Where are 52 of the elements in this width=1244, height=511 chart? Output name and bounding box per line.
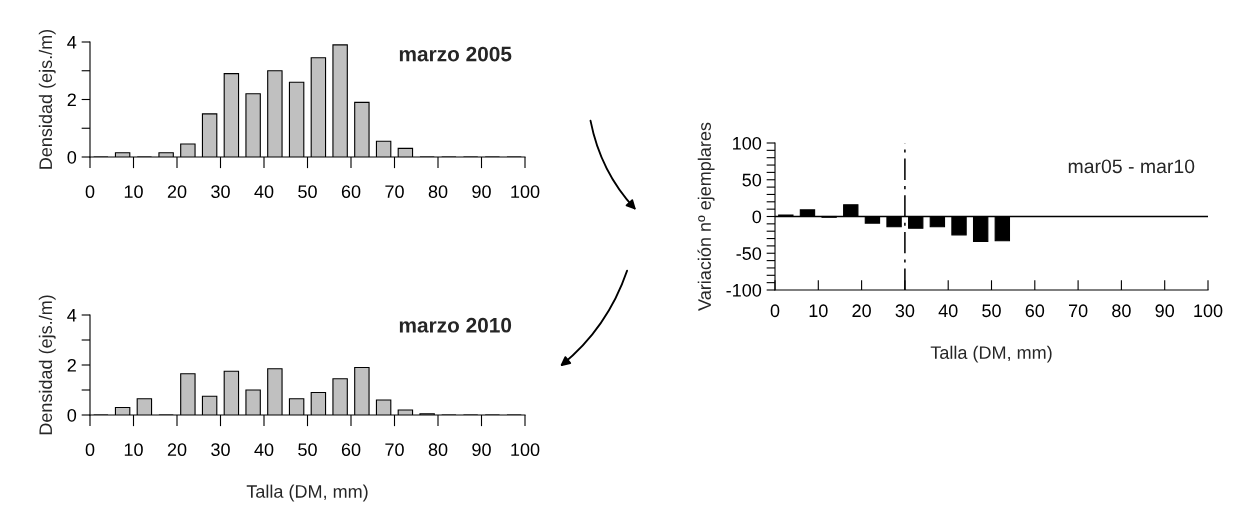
y-tick-label: 4 xyxy=(67,309,77,322)
x-tick-label: 10 xyxy=(809,304,828,318)
y-tick-label: 0 xyxy=(67,408,77,422)
x-tick-label: 20 xyxy=(167,185,187,199)
x-tick-label: 20 xyxy=(852,304,871,318)
x-tick-label: 0 xyxy=(770,304,780,318)
x-tick-label: 100 xyxy=(511,185,540,199)
x-tick-label: 80 xyxy=(428,443,448,457)
x-tick-label: 40 xyxy=(254,185,274,199)
x-tick-label: 10 xyxy=(124,443,143,457)
x-tick-label: 100 xyxy=(1194,304,1223,318)
y-axis-title: Variación nº ejemplares xyxy=(697,122,715,311)
y-tick-label: 100 xyxy=(733,136,762,150)
annotation: mar05 - mar10 xyxy=(1068,159,1195,174)
x-tick-label: 70 xyxy=(385,443,404,457)
y-tick-label: -50 xyxy=(736,247,762,260)
x-tick-label: 0 xyxy=(85,443,95,457)
y-tick-label: -100 xyxy=(726,283,762,297)
x-tick-label: 80 xyxy=(1112,304,1131,318)
annotation: marzo 2010 xyxy=(399,317,512,333)
x-tick-label: 30 xyxy=(211,443,230,457)
x-tick-label: 90 xyxy=(1155,304,1175,318)
x-tick-label: 50 xyxy=(298,185,317,199)
x-tick-label: 100 xyxy=(511,443,540,457)
x-tick-label: 50 xyxy=(298,443,317,457)
x-tick-label: 90 xyxy=(472,443,491,457)
x-axis-title: Talla (DM, mm) xyxy=(930,345,1052,363)
y-tick-label: 2 xyxy=(67,93,76,107)
x-tick-label: 60 xyxy=(1025,304,1045,318)
y-axis-title: Densidad (ejs./m) xyxy=(38,295,56,435)
x-tick-label: 30 xyxy=(211,185,230,199)
y-tick-label: 0 xyxy=(67,150,77,164)
y-axis-title: Densidad (ejs./m) xyxy=(38,29,56,169)
x-tick-label: 50 xyxy=(982,304,1001,318)
x-tick-label: 70 xyxy=(1068,304,1088,318)
x-tick-label: 60 xyxy=(341,443,361,457)
x-tick-label: 80 xyxy=(428,185,448,199)
y-tick-label: 50 xyxy=(742,173,762,187)
y-tick-label: 2 xyxy=(67,358,76,372)
x-tick-label: 60 xyxy=(341,185,361,199)
x-tick-label: 0 xyxy=(85,185,95,199)
x-tick-label: 20 xyxy=(167,443,187,457)
x-tick-label: 40 xyxy=(938,304,958,318)
x-tick-label: 90 xyxy=(472,185,491,199)
x-tick-label: 70 xyxy=(385,185,404,199)
annotation: marzo 2005 xyxy=(399,46,512,62)
y-tick-label: 0 xyxy=(752,210,762,224)
x-tick-label: 10 xyxy=(124,185,143,199)
x-tick-label: 40 xyxy=(254,443,274,457)
x-axis-title: Talla (DM, mm) xyxy=(246,484,368,502)
x-tick-label: 30 xyxy=(895,304,915,318)
y-tick-label: 4 xyxy=(67,36,77,49)
